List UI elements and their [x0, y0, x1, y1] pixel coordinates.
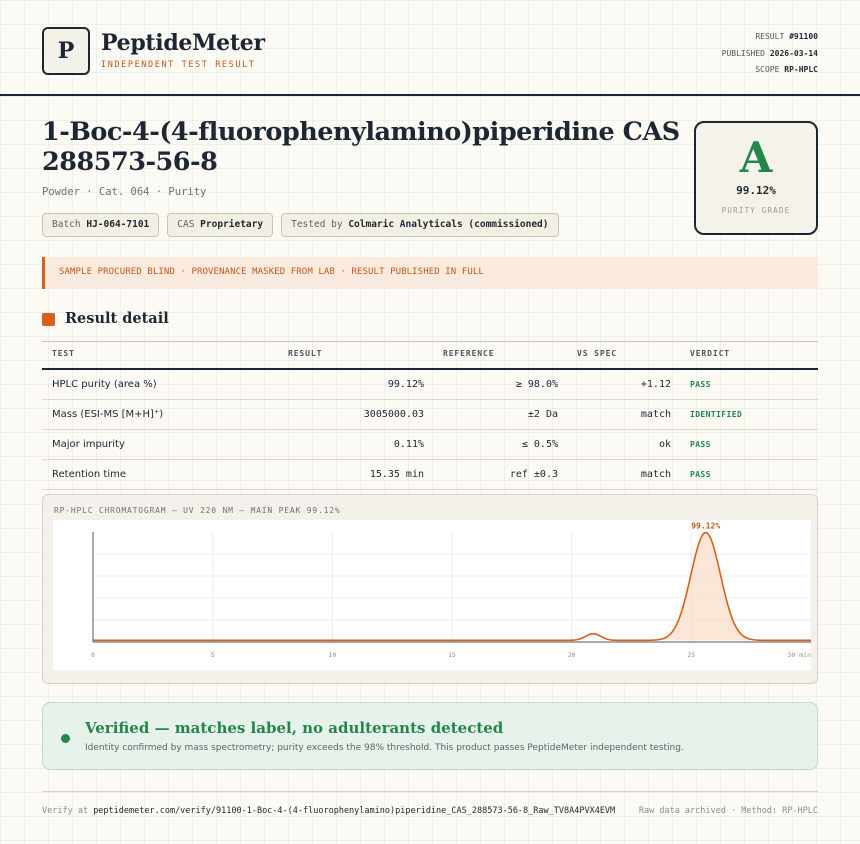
result-table: TEST RESULT REFERENCE VS SPEC VERDICT HP…	[42, 341, 818, 490]
x-tick-label: 25	[687, 651, 695, 659]
result-meta: RESULT #91100 PUBLISHED 2026-03-14 SCOPE…	[722, 29, 818, 79]
col-test: TEST	[52, 349, 75, 358]
result-label: RESULT	[755, 32, 785, 41]
chromatogram-chart: 99.12% 0 5 10 15 20 25 30 min	[53, 520, 811, 670]
cas-chip: CAS Proprietary	[167, 213, 274, 237]
product-title: 1-Boc-4-(4-fluorophenylamino)piperidine …	[42, 117, 680, 177]
cell-vs-spec: match	[640, 469, 671, 480]
x-tick-label: 30 min	[788, 651, 811, 659]
chip-value: Colmaric Analyticals (commissioned)	[348, 219, 549, 230]
section-marker	[42, 313, 55, 326]
purity-grade-card: A 99.12% PURITY GRADE	[694, 121, 818, 235]
cell-verdict: PASS	[690, 470, 711, 479]
col-result: RESULT	[288, 349, 323, 358]
cell-result: 99.12%	[387, 379, 424, 390]
chip-value: HJ-064-7101	[86, 219, 150, 230]
cell-reference: ±2 Da	[527, 409, 558, 420]
x-tick-label: 20	[568, 651, 576, 659]
cell-test: Major impurity	[52, 439, 125, 450]
verify-link[interactable]: peptidemeter.com/verify/91100-1-Boc-4-(4…	[93, 806, 616, 816]
x-tick-label: 5	[211, 651, 215, 659]
chromatogram-trace	[93, 531, 811, 642]
batch-chip: Batch HJ-064-7101	[42, 213, 160, 237]
col-verdict: VERDICT	[690, 349, 731, 358]
chromatogram-title: RP-HPLC CHROMATOGRAM — UV 220 NM — MAIN …	[54, 506, 341, 515]
plot-background	[53, 520, 811, 670]
table-header: TEST RESULT REFERENCE VS SPEC VERDICT	[42, 341, 818, 370]
brand-tagline: INDEPENDENT TEST RESULT	[101, 60, 256, 70]
verified-dot-icon	[61, 734, 70, 743]
cell-result: 3005000.03	[363, 409, 424, 420]
scope-value: RP-HPLC	[784, 65, 818, 74]
published-label: PUBLISHED	[721, 48, 765, 58]
footer-divider	[42, 791, 818, 792]
table-row: Mass (ESI-MS [M+H]⁺) 3005000.03 ±2 Da ma…	[42, 400, 818, 430]
x-tick-label: 15	[448, 651, 456, 659]
cell-test: HPLC purity (area %)	[52, 379, 157, 390]
published-date: 2026-03-14	[769, 48, 818, 58]
header-divider	[0, 94, 860, 96]
x-tick-label: 10	[328, 651, 336, 659]
grade-label: PURITY GRADE	[721, 206, 791, 215]
cell-verdict: PASS	[690, 440, 711, 449]
cell-result: 15.35 min	[369, 469, 424, 480]
cell-result: 0.11%	[393, 439, 424, 450]
brand-name: PeptideMeter	[101, 30, 265, 56]
blind-sample-banner: SAMPLE PROCURED BLIND · PROVENANCE MASKE…	[42, 257, 818, 289]
cell-reference: ≤ 0.5%	[521, 439, 558, 450]
cell-verdict: IDENTIFIED	[690, 410, 743, 419]
chip-label: CAS	[177, 219, 195, 230]
cell-vs-spec: +1.12	[640, 379, 671, 390]
verified-title: Verified — matches label, no adulterants…	[85, 719, 504, 737]
cell-vs-spec: ok	[658, 439, 671, 450]
col-reference: REFERENCE	[443, 349, 495, 358]
cell-reference: ≥ 98.0%	[515, 379, 558, 390]
grade-value: 99.12%	[736, 184, 776, 197]
table-row: Retention time 15.35 min ref ±0.3 match …	[42, 460, 818, 490]
x-tick-labels: 0 5 10 15 20 25 30 min	[91, 651, 811, 659]
main-peak-fill	[658, 532, 754, 641]
chip-label: Batch	[52, 219, 81, 230]
table-row: Major impurity 0.11% ≤ 0.5% ok PASS	[42, 430, 818, 460]
cell-verdict: PASS	[690, 380, 711, 389]
cell-test: Retention time	[52, 469, 126, 480]
result-id: #91100	[789, 32, 818, 41]
grade-letter: A	[739, 133, 773, 182]
x-tick-label: 0	[91, 651, 95, 659]
verify-footer: Verify at peptidemeter.com/verify/91100-…	[42, 806, 615, 816]
product-subline: Powder · Cat. 064 · Purity	[42, 186, 207, 198]
cell-reference: ref ±0.3	[509, 469, 558, 480]
section-title: Result detail	[65, 310, 169, 327]
chip-value: Proprietary	[200, 219, 264, 230]
verify-label: Verify at	[42, 806, 89, 816]
logo-mark: P	[42, 27, 90, 75]
verified-panel: Verified — matches label, no adulterants…	[42, 702, 818, 770]
chromatogram-panel: RP-HPLC CHROMATOGRAM — UV 220 NM — MAIN …	[42, 494, 818, 684]
main-peak-label: 99.12%	[691, 522, 720, 531]
cell-vs-spec: match	[640, 409, 671, 420]
product-chips: Batch HJ-064-7101 CAS Proprietary Tested…	[42, 213, 559, 237]
tested-by-chip: Tested by Colmaric Analyticals (commissi…	[281, 213, 559, 237]
verified-description: Identity confirmed by mass spectrometry;…	[85, 743, 684, 753]
col-vs-spec: VS SPEC	[577, 349, 618, 358]
table-row: HPLC purity (area %) 99.12% ≥ 98.0% +1.1…	[42, 370, 818, 400]
archive-note: Raw data archived · Method: RP-HPLC	[638, 806, 818, 816]
scope-label: SCOPE	[755, 65, 780, 74]
chip-label: Tested by	[291, 219, 343, 230]
cell-test: Mass (ESI-MS [M+H]⁺)	[52, 409, 164, 420]
